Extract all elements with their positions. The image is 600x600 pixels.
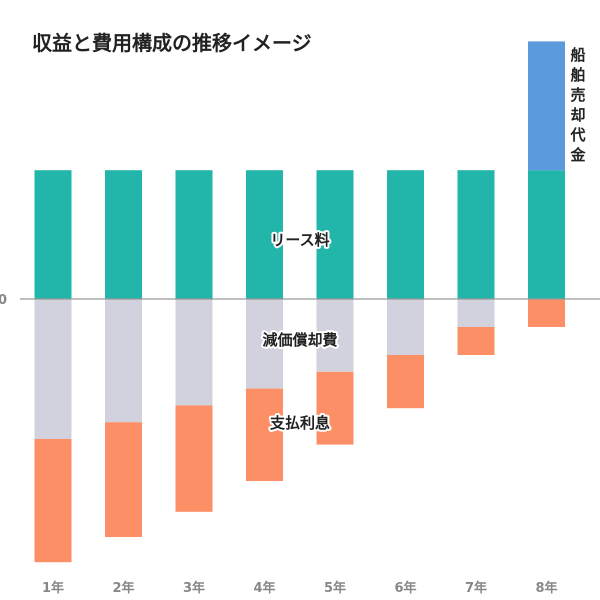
x-tick-label-7: 7年 — [465, 580, 487, 596]
bar-lease-fee-8 — [528, 170, 565, 299]
bar-interest-5 — [316, 371, 354, 445]
x-tick-label-3: 3年 — [183, 580, 205, 596]
bar-lease-fee-7 — [457, 170, 495, 299]
y-tick-label-zero: 0 — [0, 293, 7, 308]
bar-depreciation-2 — [105, 299, 142, 423]
bar-lease-fee-3 — [175, 170, 213, 299]
x-tick-label-4: 4年 — [253, 580, 275, 596]
bar-interest-7 — [457, 327, 495, 355]
annotation-depreciation: 減価償却費 — [262, 331, 337, 349]
bar-depreciation-5 — [316, 299, 354, 372]
x-tick-label-5: 5年 — [324, 580, 346, 596]
annotation-lease-fee: リース料 — [270, 231, 329, 249]
bar-interest-2 — [105, 422, 142, 537]
x-tick-label-1: 1年 — [42, 580, 64, 596]
x-tick-label-6: 6年 — [394, 580, 416, 596]
bar-depreciation-1 — [34, 299, 72, 439]
x-tick-labels: 1年 2年 3年 4年 5年 6年 7年 8年 — [42, 580, 558, 596]
bar-lease-fee-2 — [105, 170, 142, 299]
x-tick-label-2: 2年 — [112, 580, 134, 596]
bar-interest-1 — [34, 439, 72, 563]
bar-lease-fee-5 — [316, 170, 354, 299]
bar-lease-fee-6 — [387, 170, 424, 299]
bar-interest-4 — [246, 388, 283, 481]
annotation-ship-sale: 船舶売却代金 — [569, 46, 587, 164]
x-tick-label-8: 8年 — [535, 580, 557, 596]
bar-interest-6 — [387, 355, 424, 409]
bar-depreciation-6 — [387, 299, 424, 355]
bar-ship-sale-8 — [528, 41, 565, 171]
bar-depreciation-4 — [246, 299, 283, 389]
bar-interest-3 — [175, 405, 213, 512]
annotation-interest: 支払利息 — [269, 414, 330, 432]
bar-depreciation-3 — [175, 299, 213, 406]
segment-labels: リース料 減価償却費 支払利息 船舶売却代金 — [260, 46, 587, 434]
bar-depreciation-7 — [457, 299, 495, 327]
bar-lease-fee-4 — [246, 170, 283, 299]
bars-group — [34, 41, 565, 563]
bar-interest-8 — [528, 299, 565, 327]
bar-lease-fee-1 — [34, 170, 72, 299]
chart-title: 収益と費用構成の推移イメージ — [32, 31, 312, 55]
